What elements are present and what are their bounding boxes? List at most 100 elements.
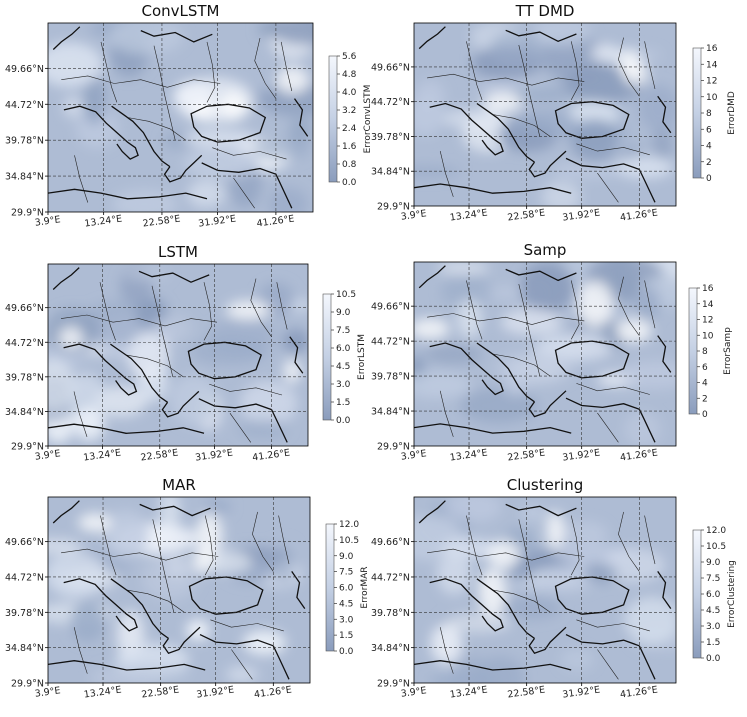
map-panel-2: TT DMD 49.66°N 44.72°N 39.78°N 34.84°N 29.9°N… [371,2,737,224]
country-border [518,519,541,613]
latitude-tick-label: 49.66°N [371,302,410,313]
country-border [492,114,551,137]
map-frame [413,261,677,447]
error-field [48,264,308,446]
country-border [126,589,185,613]
error-blob [159,497,180,530]
error-blob [257,23,279,38]
country-border [466,515,483,576]
longitude-tick-label: 22.58°E [141,684,180,700]
coastline [505,268,577,282]
map-frame [47,496,311,684]
error-blob [620,361,676,389]
error-blob [109,23,184,55]
country-border [570,515,580,576]
error-blob [583,562,618,584]
error-blob [414,97,443,136]
error-blob [282,328,308,354]
latitude-tick-label: 39.78°N [5,608,44,619]
country-border [466,280,483,340]
error-blob [503,371,529,397]
coastline [418,500,446,524]
coastline [565,634,640,647]
colorbar-tick-label: 12 [702,316,713,326]
colorbar-tick-label: 0.8 [342,160,357,170]
high-error-spot [226,300,270,320]
error-blob [445,497,502,523]
error-blob [560,648,594,671]
coastline [111,105,171,168]
error-blob [532,23,592,47]
latitude-tick-label: 39.78°N [371,608,410,619]
error-blob [237,419,289,438]
error-field [414,262,676,446]
colorbar-tick-label: 0.0 [342,178,357,188]
longitude-tick-label: 13.24°E [449,447,488,463]
colorbar-tick-label: 2 [702,394,708,404]
colorbar-tick-label: 1.6 [342,142,357,152]
error-blob [142,556,198,601]
latitude-tick-label: 29.9°N [11,442,44,453]
longitude-tick-label: 22.58°E [507,447,546,463]
longitude-tick-label: 31.92°E [196,684,235,700]
coastline [201,162,277,175]
country-border [73,391,88,437]
coastline [271,409,288,443]
error-blob [624,597,676,644]
colorbar-tick-label: 3.2 [342,106,356,116]
colorbar [692,529,702,659]
error-blob [519,262,575,314]
panel-title: TT DMD [515,2,575,20]
error-blob [444,613,511,632]
country-border [570,41,580,101]
country-border [125,354,184,378]
error-blob [63,96,84,118]
longitude-tick-label: 22.58°E [507,684,546,700]
colorbar [325,523,335,652]
country-border [597,649,619,680]
colorbar-tick-label: 12.0 [706,526,726,536]
error-blob [571,118,618,164]
latitude-tick-label: 34.84°N [371,407,410,418]
coastline [140,30,213,43]
latitude-tick-label: 29.9°N [11,208,44,219]
longitude-tick-label: 31.92°E [562,207,601,223]
colorbar-tick-label: 10.5 [706,542,726,552]
latitude-tick-label: 39.78°N [5,372,44,383]
map-panel-5: MAR 49.66°N 44.72°N 39.78°N 34.84°N 29.9°N3.9… [5,476,370,701]
coastline [565,157,640,171]
coastline [554,340,630,379]
error-blob [499,596,562,620]
colorbar-tick-label: 2 [706,158,712,168]
longitude-tick-label: 31.92°E [194,447,233,463]
latitude-tick-label: 39.78°N [5,136,44,147]
error-blob [414,372,473,399]
country-border [60,314,218,327]
colorbar-tick-label: 16 [706,44,718,54]
colorbar-tick-label: 8 [702,347,708,357]
coastline [63,105,139,160]
longitude-tick-label: 3.9°E [34,685,61,699]
coastline [48,423,205,434]
coastline [110,578,169,639]
country-border [209,383,283,396]
coastline [110,343,168,403]
colorbar-tick-label: 5.6 [342,52,357,62]
longitude-tick-label: 13.24°E [449,207,488,223]
coastline [199,634,274,647]
map-panel-1: ConvLSTM 49.66°N 44.72°N 39.78°N 34.84°N 29.9… [5,2,373,230]
error-blob [204,499,232,514]
longitude-tick-label: 41.26°E [619,684,658,700]
coastline [638,645,656,680]
error-blob [591,44,620,62]
colorbar-tick-label: 6 [702,363,708,373]
colorbar-label: ErrorLSTM [357,334,367,380]
longitude-tick-label: 41.26°E [619,207,658,223]
coastline [554,576,630,615]
coastline [139,503,211,517]
error-blob [563,66,644,103]
error-blob [48,552,106,598]
error-blob [127,332,169,381]
colorbar-tick-label: 6.0 [706,590,721,600]
error-blob [652,127,673,164]
